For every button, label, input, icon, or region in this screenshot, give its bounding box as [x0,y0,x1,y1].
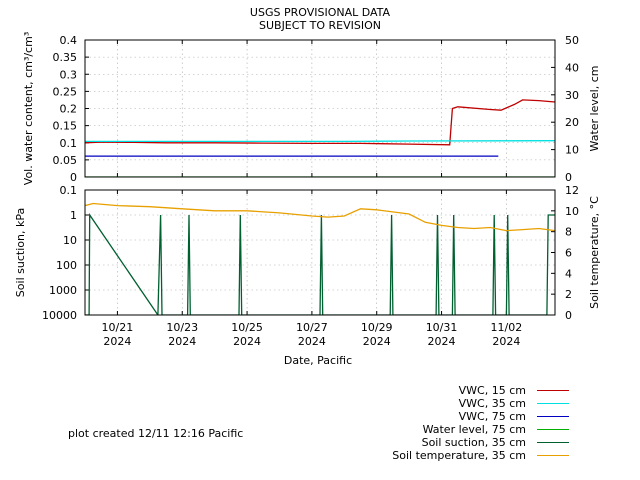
x-tick-label: 10/27 [296,321,328,334]
legend-entry-swatch [537,455,569,456]
y-tick-label-left: 0.2 [60,103,78,116]
chart-title-line1: USGS PROVISIONAL DATA [249,6,391,19]
x-tick-label: 10/31 [426,321,458,334]
y-tick-label-left: 0.1 [60,137,78,150]
y-tick-label-left: 0.15 [53,120,78,133]
x-tick-label: 10/21 [102,321,134,334]
y-tick-label-left: 0.25 [53,85,78,98]
y-tick-label-right: 0 [565,309,572,322]
series-line [85,99,555,146]
y-tick-label-right: 30 [565,89,579,102]
y-tick-label-right: 0 [565,171,572,184]
series-line [85,212,555,315]
legend-entry-label: Soil temperature, 35 cm [392,449,526,462]
x-tick-year-label: 2024 [168,335,196,348]
legend-entry-label: VWC, 35 cm [458,397,526,410]
y-axis-label-left: Soil suction, kPa [14,208,27,297]
legend-entry-label: VWC, 15 cm [458,384,526,397]
x-tick-year-label: 2024 [363,335,391,348]
y-tick-label-right: 10 [565,205,579,218]
y-tick-label-right: 6 [565,247,572,260]
legend-entry-swatch [537,442,569,443]
y-tick-label-right: 40 [565,61,579,74]
legend-entry-swatch [537,403,569,404]
x-tick-year-label: 2024 [492,335,520,348]
x-tick-label: 11/02 [491,321,523,334]
plot-frame [84,189,556,316]
top-panel: 0 0.05 0.1 0.15 0.2 0.25 0.3 0.35 0.4 0 10 20 30 40 50… [22,32,601,185]
y-tick-label-left: 0.35 [53,51,78,64]
x-tick-label: 10/23 [166,321,198,334]
x-tick-year-label: 2024 [298,335,326,348]
y-tick-label-left: 0.1 [60,184,78,197]
y-tick-label-left: 100 [56,259,77,272]
y-tick-label-right: 50 [565,34,579,47]
y-tick-label-left: 10 [63,234,77,247]
legend-entry-swatch [537,429,569,430]
legend-entry-label: VWC, 75 cm [458,410,526,423]
y-tick-label-right: 4 [565,267,572,280]
bottom-panel: 0.1 1 10 100 1000 10000 0 2 4 6 8 10 12 Soil suction,… [14,184,601,348]
y-tick-label-right: 10 [565,144,579,157]
x-tick-year-label: 2024 [428,335,456,348]
x-tick-label: 10/29 [361,321,393,334]
y-tick-label-left: 0 [70,171,77,184]
y-tick-label-left: 1000 [49,284,77,297]
y-tick-label-left: 0.05 [53,154,78,167]
y-axis-label-left: Vol. water content, cm³/cm³ [22,32,35,185]
legend-entry-label: Soil suction, 35 cm [421,436,526,449]
y-tick-label-left: 0.3 [60,68,78,81]
y-axis-label-right: Soil temperature, °C [588,196,601,309]
y-tick-label-right: 8 [565,226,572,239]
series-line [85,140,555,143]
x-tick-label: 10/25 [231,321,263,334]
x-axis-label: Date, Pacific [284,354,352,367]
y-tick-label-right: 20 [565,116,579,129]
chart-title-line2: SUBJECT TO REVISION [258,19,382,32]
plot-created-note: plot created 12/11 12:16 Pacific [68,427,244,440]
y-tick-label-right: 2 [565,288,572,301]
y-tick-label-right: 12 [565,184,579,197]
legend-entry-swatch [537,390,569,391]
y-tick-label-left: 0.4 [60,34,78,47]
plot-frame [84,39,556,178]
y-axis-label-right: Water level, cm [588,66,601,152]
legend-entry-label: Water level, 75 cm [422,423,526,436]
y-tick-label-left: 10000 [42,309,77,322]
x-tick-year-label: 2024 [103,335,131,348]
y-tick-label-left: 1 [70,209,77,222]
series-line [85,202,555,232]
x-tick-year-label: 2024 [233,335,261,348]
legend-entry-swatch [537,416,569,417]
